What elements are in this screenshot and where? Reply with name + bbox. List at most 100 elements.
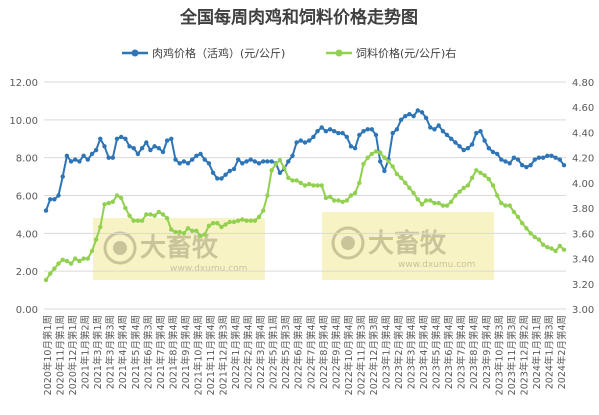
- x-tick-label: 2022年6月第4周: [293, 315, 305, 389]
- data-point-feed: [43, 277, 49, 283]
- data-point-chicken: [511, 155, 517, 160]
- data-point-chicken: [198, 151, 203, 157]
- data-point-chicken: [486, 146, 491, 151]
- data-point-feed: [68, 261, 74, 266]
- data-point-chicken: [465, 146, 471, 151]
- y-right-tick-label: 4.80: [572, 78, 594, 89]
- data-point-chicken: [449, 136, 454, 141]
- data-point-feed: [436, 200, 441, 206]
- data-point-chicken: [294, 140, 299, 145]
- data-point-feed: [252, 218, 258, 223]
- data-point-chicken: [482, 138, 487, 143]
- data-point-feed: [428, 198, 433, 203]
- data-point-chicken: [139, 146, 145, 151]
- x-tick-label: 2023年11月第3周: [506, 315, 518, 395]
- x-tick-label: 2021年11月第4周: [205, 315, 217, 395]
- data-point-chicken: [398, 117, 404, 123]
- y-left-tick-label: 4.00: [16, 229, 38, 240]
- data-point-feed: [323, 195, 329, 201]
- data-point-chicken: [135, 151, 141, 157]
- data-point-chicken: [557, 157, 562, 162]
- data-point-chicken: [423, 115, 429, 121]
- data-point-chicken: [457, 144, 462, 149]
- x-tick-label: 2022年12月第3周: [368, 315, 380, 395]
- data-point-feed: [449, 199, 454, 204]
- data-point-feed: [557, 243, 562, 249]
- data-point-feed: [415, 197, 420, 202]
- data-point-feed: [465, 183, 471, 188]
- watermark-brand-right: 大畜牧: [368, 228, 447, 259]
- data-point-chicken: [190, 157, 195, 162]
- data-point-chicken: [290, 153, 295, 158]
- data-point-chicken: [327, 127, 333, 132]
- data-point-chicken: [114, 136, 120, 141]
- data-point-feed: [549, 246, 554, 251]
- x-tick-label: 2022年10月第4周: [343, 315, 355, 395]
- data-point-chicken: [265, 159, 270, 164]
- legend-marker-feed: [335, 49, 343, 57]
- data-point-feed: [215, 221, 220, 226]
- y-right-tick-label: 3.00: [572, 305, 594, 316]
- data-point-chicken: [444, 132, 450, 138]
- x-tick-label: 2021年1月第2周: [80, 315, 92, 389]
- data-point-feed: [244, 218, 249, 223]
- data-point-chicken: [210, 170, 216, 175]
- data-point-feed: [327, 194, 333, 199]
- data-point-chicken: [248, 157, 253, 162]
- data-point-feed: [419, 202, 425, 207]
- data-point-chicken: [390, 130, 395, 136]
- data-point-feed: [407, 185, 412, 191]
- data-point-chicken: [215, 176, 220, 181]
- data-point-chicken: [119, 134, 124, 140]
- data-point-chicken: [440, 129, 446, 134]
- data-point-feed: [336, 198, 341, 203]
- x-tick-label: 2024年1月第1周: [531, 315, 543, 389]
- legend-item-feed: 饲料价格(元/公斤)右: [326, 46, 456, 60]
- y-axis-right: 3.00 3.20 3.40 3.60 3.80 4.00 4.20 4.40 4.60 4.80: [572, 78, 594, 316]
- legend-item-chicken: 肉鸡价格（活鸡）(元/公斤): [122, 46, 285, 60]
- data-point-chicken: [336, 130, 341, 136]
- data-point-feed: [369, 151, 374, 157]
- x-tick-label: 2023年1月第4周: [380, 315, 392, 389]
- data-point-chicken: [340, 130, 345, 136]
- data-point-chicken: [127, 144, 132, 149]
- x-tick-label: 2022年7月第4周: [305, 315, 317, 389]
- data-point-chicken: [185, 161, 191, 166]
- data-point-chicken: [348, 144, 354, 149]
- data-point-feed: [507, 203, 512, 208]
- x-tick-label: 2023年7月第4周: [456, 315, 468, 389]
- data-point-feed: [453, 193, 458, 198]
- data-point-chicken: [311, 134, 316, 140]
- x-tick-label: 2024年2月第4周: [556, 315, 568, 389]
- data-point-feed: [135, 218, 141, 223]
- data-point-chicken: [524, 164, 529, 170]
- data-point-feed: [511, 209, 517, 215]
- data-point-feed: [139, 218, 145, 223]
- data-point-chicken: [269, 159, 274, 164]
- data-point-feed: [102, 202, 107, 207]
- data-point-feed: [156, 209, 161, 215]
- data-point-chicken: [528, 163, 533, 168]
- data-point-chicken: [378, 159, 383, 164]
- data-point-feed: [119, 195, 124, 201]
- y-left-tick-label: 10.00: [9, 116, 38, 127]
- data-point-feed: [106, 200, 111, 206]
- data-point-feed: [440, 203, 446, 208]
- data-point-chicken: [236, 157, 241, 162]
- data-point-chicken: [48, 197, 53, 202]
- data-point-chicken: [545, 153, 550, 158]
- data-point-feed: [248, 218, 253, 223]
- data-point-feed: [219, 224, 224, 230]
- data-point-feed: [394, 171, 400, 177]
- data-point-feed: [48, 271, 53, 276]
- data-point-feed: [382, 155, 387, 160]
- data-point-chicken: [461, 147, 466, 153]
- data-point-feed: [344, 198, 349, 203]
- data-point-chicken: [536, 155, 542, 160]
- data-point-feed: [286, 175, 291, 180]
- y-axis-left: 0.00 2.00 4.00 6.00 8.00 10.00 12.00: [9, 78, 38, 316]
- x-tick-label: 2022年5月第3周: [280, 315, 292, 389]
- data-point-feed: [131, 218, 136, 223]
- data-point-chicken: [369, 127, 374, 132]
- x-tick-label: 2024年1月第3周: [543, 315, 555, 389]
